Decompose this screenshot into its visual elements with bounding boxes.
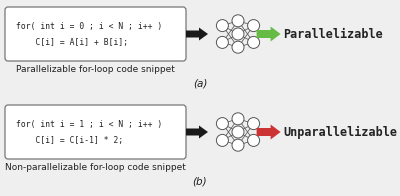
Circle shape — [216, 36, 228, 48]
Text: (b): (b) — [193, 176, 207, 186]
Circle shape — [248, 36, 260, 48]
Circle shape — [232, 139, 244, 151]
FancyArrow shape — [186, 27, 208, 41]
Circle shape — [232, 126, 244, 138]
FancyBboxPatch shape — [5, 7, 186, 61]
FancyBboxPatch shape — [5, 105, 186, 159]
Text: (a): (a) — [193, 78, 207, 88]
Circle shape — [216, 134, 228, 146]
Text: for( int i = 0 ; i < N ; i++ ): for( int i = 0 ; i < N ; i++ ) — [16, 22, 162, 31]
Text: Non-parallelizable for-loop code snippet: Non-parallelizable for-loop code snippet — [5, 163, 186, 172]
Text: C[i] = A[i] + B[i];: C[i] = A[i] + B[i]; — [16, 37, 128, 46]
FancyArrow shape — [257, 124, 281, 140]
Text: for( int i = 1 ; i < N ; i++ ): for( int i = 1 ; i < N ; i++ ) — [16, 120, 162, 129]
Circle shape — [216, 118, 228, 130]
Circle shape — [248, 20, 260, 32]
Text: Parallelizable: Parallelizable — [284, 27, 383, 41]
Circle shape — [216, 20, 228, 32]
Text: C[i] = C[i-1] * 2;: C[i] = C[i-1] * 2; — [16, 135, 123, 144]
Circle shape — [232, 41, 244, 53]
Circle shape — [232, 15, 244, 27]
FancyArrow shape — [186, 125, 208, 139]
Text: Parallelizable for-loop code snippet: Parallelizable for-loop code snippet — [16, 65, 175, 74]
Circle shape — [248, 134, 260, 146]
Circle shape — [248, 118, 260, 130]
Text: Unparallelizable: Unparallelizable — [284, 125, 398, 139]
Circle shape — [232, 28, 244, 40]
FancyArrow shape — [257, 26, 281, 42]
Circle shape — [232, 113, 244, 125]
